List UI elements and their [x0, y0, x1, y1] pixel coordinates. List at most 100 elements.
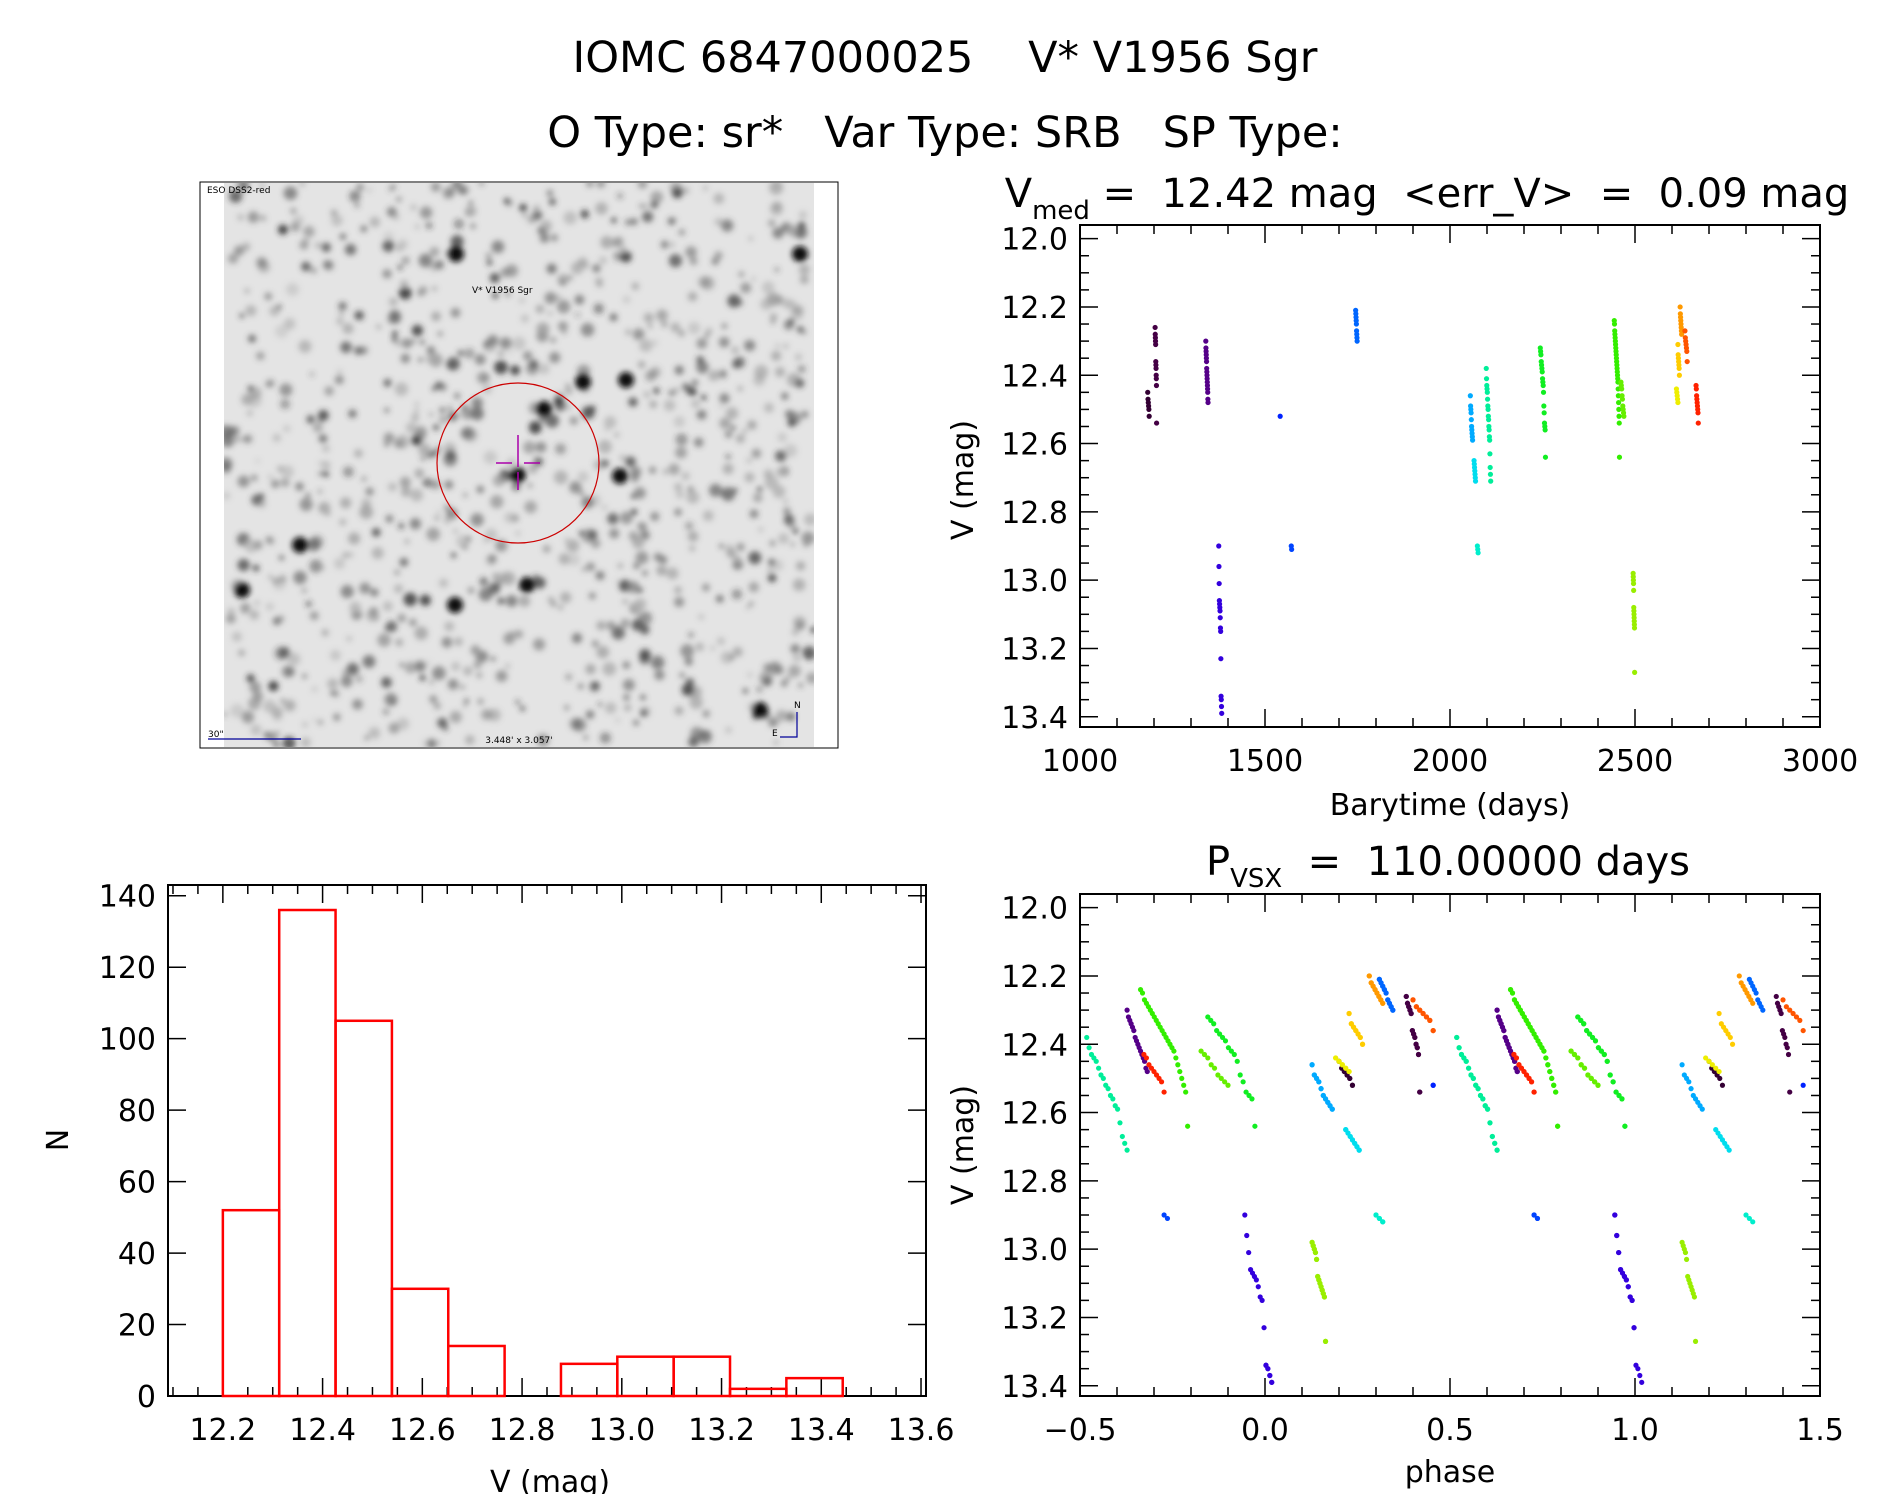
star-blob — [612, 250, 624, 262]
star-blob — [309, 372, 315, 377]
star-blob — [634, 598, 647, 611]
star-blob — [302, 721, 308, 728]
data-point — [1513, 1055, 1520, 1061]
data-point — [1253, 1277, 1259, 1283]
star-blob — [673, 596, 685, 608]
star-blob — [368, 727, 381, 740]
star-blob — [740, 282, 752, 294]
star-blob — [656, 309, 668, 322]
star-blob — [624, 704, 632, 712]
data-point — [1356, 1147, 1362, 1153]
star-blob — [599, 732, 611, 744]
data-point — [1329, 1106, 1335, 1112]
star-blob — [266, 536, 271, 542]
star-blob — [253, 540, 263, 550]
star-blob — [444, 504, 450, 511]
star-blob — [430, 479, 441, 490]
star-blob — [749, 601, 754, 606]
histogram-bar — [785, 1376, 844, 1398]
star-blob — [719, 404, 724, 409]
data-point — [1475, 550, 1481, 556]
data-point — [1616, 1092, 1622, 1099]
plot-frame — [1079, 893, 1821, 1397]
star-blob — [249, 681, 261, 694]
star-blob — [422, 738, 433, 747]
data-point — [1357, 1034, 1363, 1041]
data-point — [1228, 1048, 1234, 1054]
star-blob — [393, 438, 404, 449]
star-blob — [620, 251, 632, 263]
data-point — [1383, 990, 1389, 996]
star-blob — [414, 660, 426, 672]
star-blob — [630, 508, 638, 516]
star-blob — [486, 259, 493, 266]
star-blob — [643, 312, 654, 323]
star-blob — [797, 365, 806, 374]
star-blob — [354, 346, 363, 355]
x-axis-label: phase — [1405, 1455, 1496, 1490]
data-point — [1218, 1075, 1224, 1082]
data-point — [1309, 1062, 1315, 1068]
data-point — [1231, 1051, 1237, 1058]
data-point — [1454, 1034, 1460, 1041]
data-point — [1110, 1096, 1116, 1102]
star-blob — [764, 475, 779, 490]
data-point — [1793, 1014, 1800, 1020]
data-point — [1676, 365, 1682, 372]
data-point — [1243, 1089, 1249, 1095]
star-blob — [340, 675, 353, 688]
star-blob — [352, 698, 363, 710]
star-blob — [588, 592, 596, 600]
y-tick-label: 13.4 — [1001, 1370, 1068, 1405]
star-blob — [327, 678, 339, 690]
data-point — [1267, 1372, 1273, 1379]
star-blob — [463, 428, 478, 442]
data-point — [1143, 1055, 1150, 1061]
star-blob — [465, 205, 477, 217]
star-blob — [224, 492, 231, 500]
star-blob — [674, 706, 684, 716]
star-blob — [382, 601, 393, 612]
star-blob — [666, 567, 679, 580]
star-blob — [689, 256, 698, 266]
data-point — [1677, 304, 1683, 310]
data-point — [1117, 1120, 1123, 1126]
star-blob — [287, 652, 301, 666]
star-blob — [495, 670, 508, 682]
star-blob — [572, 718, 587, 732]
star-blob — [748, 581, 760, 593]
star-blob — [640, 709, 648, 717]
x-tick-label: 2500 — [1597, 744, 1673, 779]
data-point — [1716, 1010, 1722, 1017]
star-blob — [625, 456, 636, 468]
star-blob — [527, 214, 537, 224]
data-point — [1208, 1062, 1214, 1068]
data-point — [1717, 1075, 1723, 1082]
star-blob — [334, 375, 344, 385]
star-blob — [641, 570, 649, 577]
star-blob — [414, 468, 425, 479]
data-point — [1684, 358, 1690, 365]
data-point — [1592, 1038, 1599, 1044]
data-point — [1216, 1031, 1223, 1037]
star-blob — [630, 473, 640, 483]
star-blob — [553, 470, 568, 485]
y-tick-label: 12.8 — [1001, 1165, 1068, 1200]
star-blob — [684, 521, 694, 531]
data-point — [1784, 1045, 1790, 1051]
data-point — [1760, 1007, 1766, 1013]
star-blob — [718, 336, 730, 348]
data-point — [1782, 1034, 1788, 1041]
data-point — [1480, 1096, 1486, 1102]
star-blob — [405, 662, 416, 673]
data-point — [1244, 1232, 1250, 1239]
star-blob — [546, 263, 557, 274]
y-tick-label: 12.4 — [1001, 359, 1068, 394]
star-blob — [585, 710, 595, 719]
star-blob — [753, 492, 763, 503]
phase-curve-chart: PVSX = 110.00000 days phase V (mag) −0.5… — [946, 839, 1844, 1490]
data-point — [1800, 1027, 1806, 1034]
star-blob — [476, 672, 482, 678]
data-point — [1484, 389, 1490, 395]
star-blob — [342, 466, 354, 478]
